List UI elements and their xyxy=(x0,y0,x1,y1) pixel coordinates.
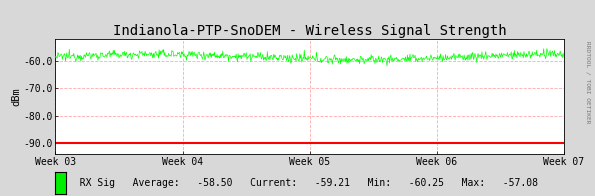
Text: RRDTOOL / TOBI OETIKER: RRDTOOL / TOBI OETIKER xyxy=(586,41,591,123)
Title: Indianola-PTP-SnoDEM - Wireless Signal Strength: Indianola-PTP-SnoDEM - Wireless Signal S… xyxy=(113,24,506,38)
Y-axis label: dBm: dBm xyxy=(12,87,22,106)
Text: RX Sig   Average:   -58.50   Current:   -59.21   Min:   -60.25   Max:   -57.08: RX Sig Average: -58.50 Current: -59.21 M… xyxy=(68,178,538,188)
